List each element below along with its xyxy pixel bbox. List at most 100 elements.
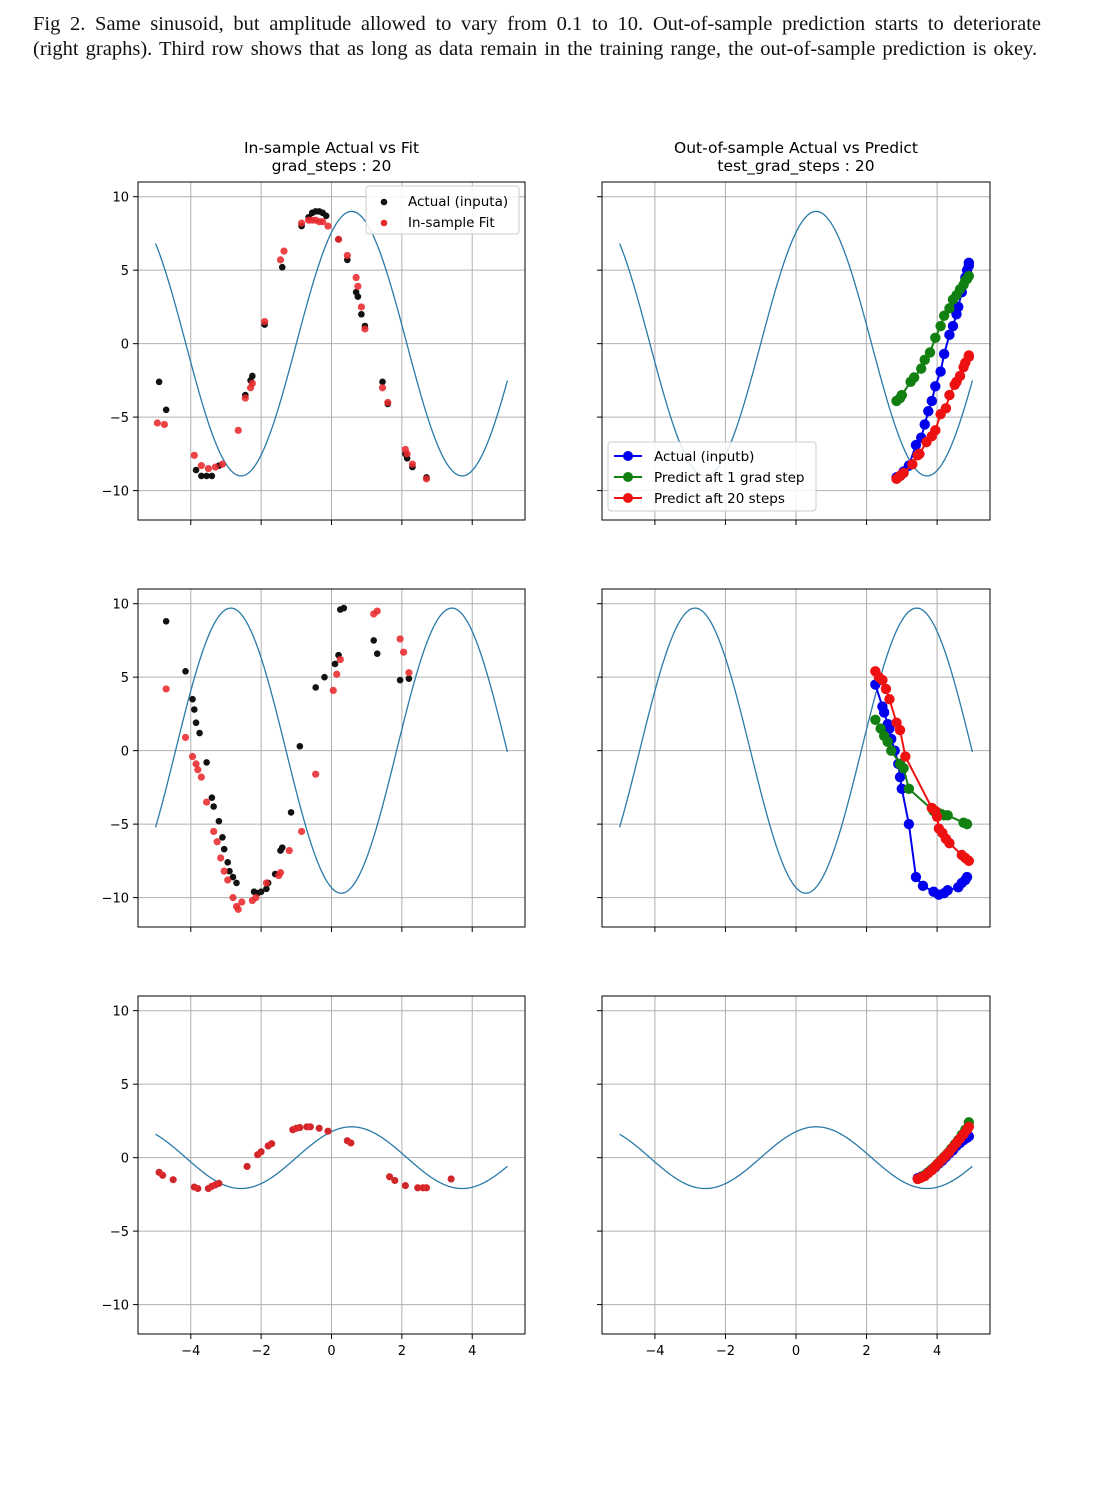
actual-point xyxy=(210,803,217,810)
x-tick-label: 0 xyxy=(792,1344,800,1359)
actual-point xyxy=(192,719,200,727)
y-tick-label: −10 xyxy=(102,892,129,907)
fit-point xyxy=(357,303,366,311)
predict-20-steps-point xyxy=(877,674,888,686)
predict-1-step-point xyxy=(919,354,930,366)
predict-20-steps-point xyxy=(944,838,955,849)
fit-point xyxy=(252,894,260,902)
y-tick-label: 0 xyxy=(121,745,129,760)
fit-point xyxy=(234,905,242,913)
y-tick-label: 5 xyxy=(121,671,129,686)
y-tick-label: −5 xyxy=(110,411,129,426)
chart-subtitle: test_grad_steps : 20 xyxy=(717,157,874,176)
fit-point xyxy=(297,219,306,227)
predict-1-step-point xyxy=(886,745,897,756)
x-tick-label: 2 xyxy=(862,1344,870,1359)
fit-point xyxy=(352,273,360,282)
actual-point xyxy=(162,618,170,625)
y-tick-label: 10 xyxy=(112,1005,129,1020)
fit-point xyxy=(197,462,205,470)
actual-point xyxy=(182,667,189,675)
fit-point xyxy=(343,251,351,260)
actual-inputb-point xyxy=(910,439,922,451)
fit-point xyxy=(329,686,337,695)
legend: Actual (inputa) In-sample Fit xyxy=(365,185,520,235)
sinusoid-curve xyxy=(154,210,509,477)
legend-label: Predict aft 1 grad step xyxy=(654,470,805,486)
actual-point xyxy=(224,859,232,866)
predict-1-step-point xyxy=(898,763,909,774)
plot-frame xyxy=(601,588,991,928)
sinusoid-curve xyxy=(619,1126,973,1190)
predict-20-steps-point xyxy=(940,403,952,414)
chart-panel-2: Out-of-sample Actual vs Predicttest_grad… xyxy=(597,139,991,525)
fit-point xyxy=(162,685,170,693)
actual-point xyxy=(396,676,404,684)
fit-point xyxy=(203,798,211,806)
actual-point xyxy=(196,729,203,737)
fit-point xyxy=(378,384,387,392)
actual-point xyxy=(278,263,286,271)
actual-inputb-point xyxy=(944,329,955,341)
legend-marker xyxy=(623,493,633,503)
predict-1-step-point xyxy=(896,389,908,401)
actual-point xyxy=(370,637,378,644)
fit-point xyxy=(315,1124,323,1132)
x-tick-label: 4 xyxy=(468,1344,476,1359)
actual-inputb-point xyxy=(935,366,946,377)
y-tick-label: 5 xyxy=(121,1078,129,1093)
fit-point xyxy=(169,1176,177,1184)
predict-20-steps-point xyxy=(930,425,941,436)
fit-point xyxy=(276,869,285,877)
predict-20-steps-point xyxy=(963,350,975,361)
x-tick-label: −4 xyxy=(645,1344,664,1359)
predict-20-steps-point xyxy=(931,811,943,822)
fit-point xyxy=(217,854,225,862)
predict-1-step-point xyxy=(961,818,973,830)
x-tick-label: 4 xyxy=(933,1344,941,1359)
predict-1-step-point xyxy=(944,303,955,314)
fit-point xyxy=(280,247,288,255)
predict-20-steps-point xyxy=(884,694,895,705)
predict-20-steps-point xyxy=(900,751,911,762)
chart-title: In-sample Actual vs Fit xyxy=(244,139,419,157)
predict-20-steps-point xyxy=(914,448,925,460)
x-tick-label: 2 xyxy=(398,1344,406,1359)
fit-point xyxy=(194,1184,202,1193)
legend-marker xyxy=(380,198,388,206)
fit-point xyxy=(361,325,369,333)
y-tick-label: −10 xyxy=(102,1299,129,1314)
actual-point xyxy=(296,742,304,750)
fit-point xyxy=(333,670,341,678)
figure-caption: Fig 2. Same sinusoid, but amplitude allo… xyxy=(33,13,1041,60)
predict-1-step-point xyxy=(930,332,941,343)
actual-inputb-point xyxy=(884,723,895,734)
fit-point xyxy=(224,876,232,884)
predict-1-step-point xyxy=(938,310,950,321)
fit-point xyxy=(347,1139,355,1147)
actual-inputb-point xyxy=(953,301,964,313)
actual-point xyxy=(189,695,196,703)
chart-subtitle: grad_steps : 20 xyxy=(272,157,392,176)
predict-20-steps-point xyxy=(963,855,975,867)
actual-point xyxy=(249,372,256,380)
actual-inputb-point xyxy=(923,406,934,417)
predict-1-step-point xyxy=(870,714,881,725)
predict-20-steps-point xyxy=(963,1121,975,1132)
predict-20-steps-point xyxy=(944,389,955,401)
actual-inputb-point xyxy=(963,257,975,269)
fit-point xyxy=(336,655,344,664)
actual-point xyxy=(198,472,205,480)
fit-point xyxy=(268,1140,276,1148)
actual-inputb-point xyxy=(903,818,915,830)
fit-point xyxy=(160,420,168,429)
fit-point xyxy=(192,760,200,768)
actual-point xyxy=(203,759,210,766)
fit-point xyxy=(220,867,228,875)
fit-point xyxy=(218,460,227,468)
actual-point xyxy=(322,212,330,220)
predict-1-step-point xyxy=(908,372,920,383)
actual-point xyxy=(190,706,198,713)
fit-point xyxy=(324,1127,332,1135)
y-tick-label: −10 xyxy=(102,485,129,500)
